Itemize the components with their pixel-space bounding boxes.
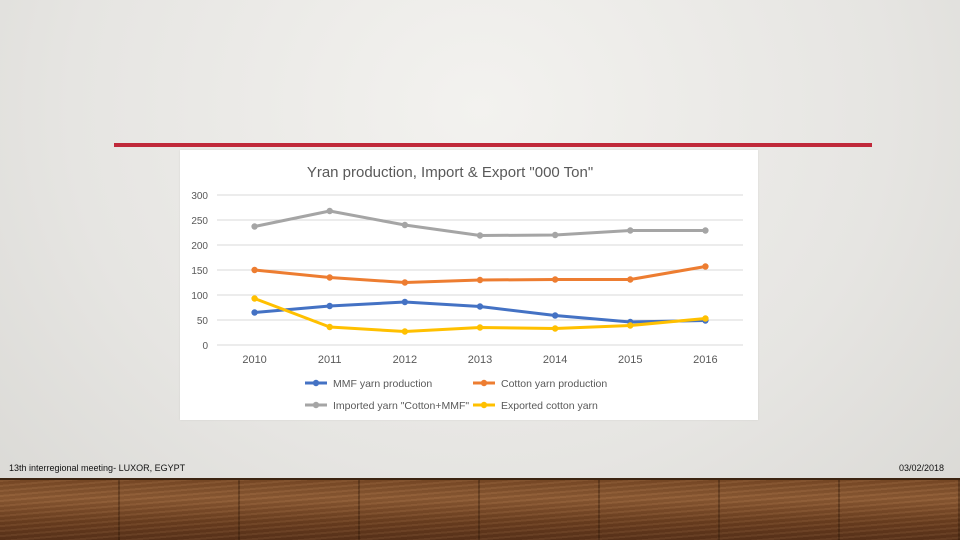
legend-swatch-marker bbox=[480, 379, 488, 387]
data-point bbox=[401, 328, 409, 335]
x-tick-label: 2012 bbox=[393, 354, 417, 366]
data-point bbox=[401, 221, 409, 229]
data-point bbox=[551, 312, 559, 319]
data-point bbox=[551, 276, 559, 283]
data-point bbox=[476, 232, 484, 239]
legend-swatch-marker bbox=[480, 401, 488, 409]
wood-grain bbox=[0, 480, 960, 540]
data-point bbox=[551, 231, 559, 239]
y-tick-label: 100 bbox=[191, 291, 208, 302]
data-point bbox=[476, 303, 484, 310]
data-point bbox=[401, 298, 409, 306]
data-point bbox=[251, 266, 258, 274]
data-point bbox=[251, 223, 258, 230]
legend-label: Exported cotton yarn bbox=[501, 400, 598, 412]
y-tick-label: 300 bbox=[191, 191, 208, 202]
data-point bbox=[251, 295, 258, 302]
data-point bbox=[326, 274, 333, 281]
legend-swatch-marker bbox=[312, 401, 320, 409]
y-tick-label: 250 bbox=[191, 216, 208, 227]
legend-label: Cotton yarn production bbox=[501, 378, 607, 390]
data-point bbox=[551, 325, 559, 332]
data-point bbox=[702, 315, 709, 322]
x-tick-label: 2011 bbox=[318, 354, 342, 366]
data-point bbox=[401, 279, 409, 286]
data-point bbox=[326, 207, 333, 215]
x-tick-label: 2013 bbox=[468, 354, 492, 366]
footer-date: 03/02/2018 bbox=[898, 463, 944, 473]
y-tick-label: 200 bbox=[191, 241, 208, 252]
data-point bbox=[627, 227, 634, 234]
data-point bbox=[627, 276, 634, 283]
legend-label: Imported yarn "Cotton+MMF" bbox=[333, 400, 469, 412]
y-tick-label: 150 bbox=[191, 266, 208, 277]
data-point bbox=[251, 309, 258, 316]
footer-meeting-label: 13th interregional meeting- LUXOR, EGYPT bbox=[9, 463, 186, 473]
x-tick-label: 2010 bbox=[242, 354, 266, 366]
wooden-floor bbox=[0, 480, 960, 540]
data-point bbox=[326, 323, 333, 331]
data-point bbox=[702, 227, 709, 234]
data-point bbox=[326, 302, 333, 310]
accent-line bbox=[114, 143, 872, 147]
data-point bbox=[702, 263, 709, 270]
x-tick-label: 2015 bbox=[618, 354, 642, 366]
series-line bbox=[253, 209, 707, 237]
floor-edge bbox=[0, 478, 960, 481]
legend-swatch-marker bbox=[312, 379, 320, 387]
data-point bbox=[476, 324, 484, 331]
line-chart: Yran production, Import & Export "000 To… bbox=[191, 164, 743, 412]
legend-label: MMF yarn production bbox=[333, 378, 432, 390]
x-tick-label: 2014 bbox=[543, 354, 567, 366]
chart-panel: Yran production, Import & Export "000 To… bbox=[180, 150, 758, 420]
data-point bbox=[476, 276, 484, 284]
data-point bbox=[627, 322, 634, 329]
chart-title: Yran production, Import & Export "000 To… bbox=[307, 164, 593, 181]
x-tick-label: 2016 bbox=[693, 354, 717, 366]
y-tick-label: 0 bbox=[202, 341, 208, 352]
y-tick-label: 50 bbox=[197, 316, 209, 327]
